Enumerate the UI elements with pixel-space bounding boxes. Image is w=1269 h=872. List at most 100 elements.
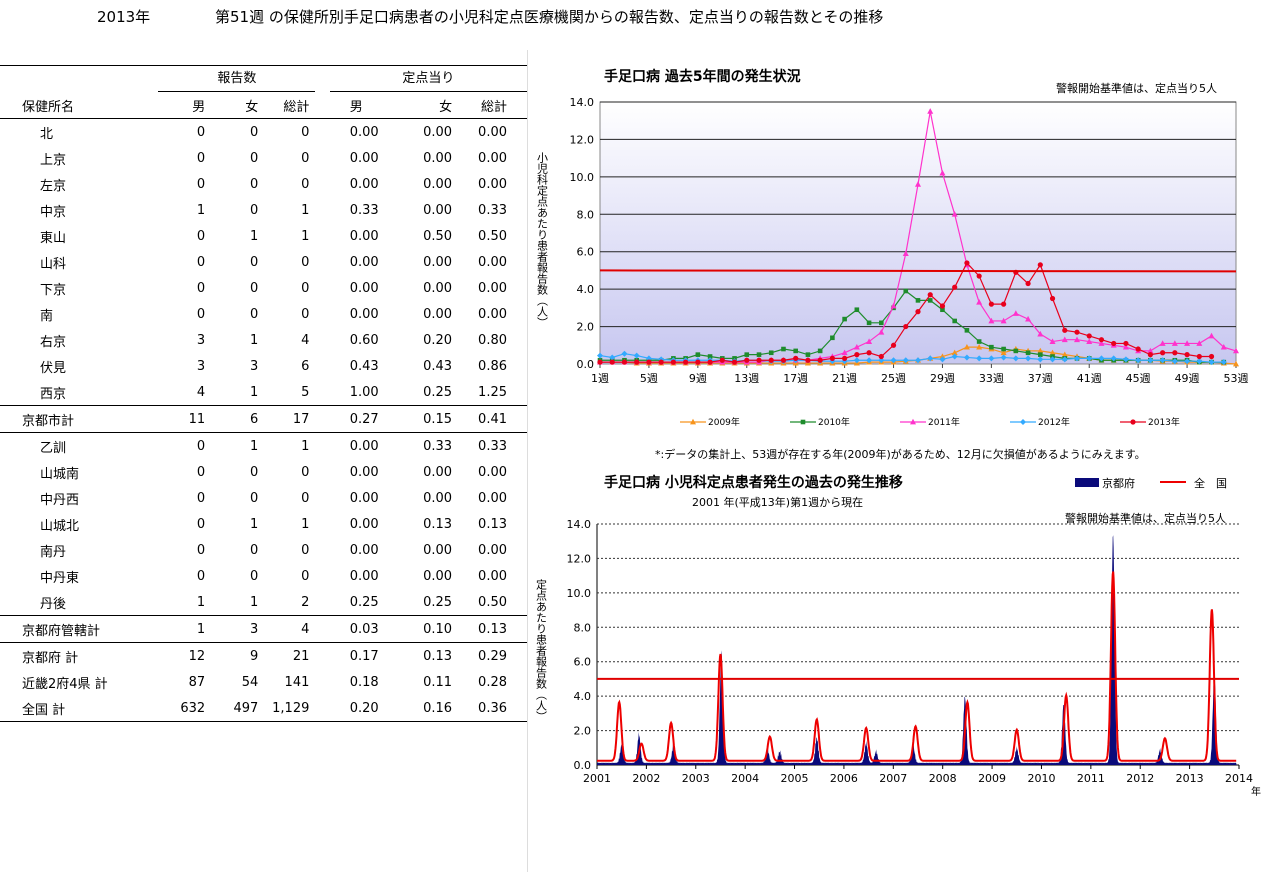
row-female: 1 bbox=[249, 594, 259, 610]
row-male: 11 bbox=[154, 405, 206, 433]
chart1-point bbox=[841, 349, 848, 356]
chart1-point bbox=[1184, 352, 1190, 358]
row-rmale: 0.00 bbox=[349, 228, 379, 244]
chart1-point bbox=[1111, 340, 1117, 347]
chart1-legend-label: 2009年 bbox=[708, 416, 740, 428]
row-rfemale: 0.00 bbox=[423, 568, 453, 584]
row-name: 下京 bbox=[40, 282, 67, 298]
chart1-point bbox=[597, 352, 603, 359]
row-male: 0 bbox=[196, 306, 206, 322]
row-rmale: 0.00 bbox=[349, 150, 379, 166]
chart1-title: 手足口病 過去5年間の発生状況 bbox=[604, 69, 801, 85]
chart2-x-tick: 2004 bbox=[731, 772, 759, 785]
chart1-point bbox=[915, 357, 921, 364]
table-row: 乙訓 0 1 1 0.00 0.33 0.33 bbox=[0, 433, 527, 460]
chart2-svg: 0.0 2.0 4.0 6.0 8.0 10.0 12.0 14.0 2001 2002 2003 2… bbox=[535, 476, 1262, 798]
chart1-point bbox=[866, 350, 872, 356]
row-rtotal: 0.00 bbox=[478, 306, 507, 322]
row-total: 4 bbox=[258, 615, 320, 643]
chart1-legend-label: 2011年 bbox=[928, 416, 960, 428]
row-rmale: 0.43 bbox=[349, 358, 379, 374]
chart1-point bbox=[1001, 301, 1007, 307]
chart1-point bbox=[1135, 346, 1141, 352]
row-rtotal: 0.28 bbox=[478, 674, 507, 690]
row-name: 丹後 bbox=[40, 596, 67, 612]
table-row: 京都市計 11 6 17 0.27 0.15 0.41 bbox=[0, 405, 527, 433]
row-total: 2 bbox=[301, 594, 310, 610]
chart1-point bbox=[1049, 356, 1056, 363]
table-row: 伏見 3 3 6 0.43 0.43 0.86 bbox=[0, 353, 527, 379]
row-rfemale: 0.20 bbox=[423, 332, 453, 348]
row-rmale: 0.18 bbox=[349, 674, 379, 690]
row-rmale: 0.00 bbox=[349, 438, 379, 454]
row-female: 1 bbox=[249, 228, 259, 244]
chart1-point bbox=[1038, 352, 1043, 357]
row-rmale: 1.00 bbox=[349, 384, 379, 400]
chart2-x-tick: 2008 bbox=[929, 772, 957, 785]
row-female: 0 bbox=[249, 280, 259, 296]
row-rtotal: 0.80 bbox=[478, 332, 507, 348]
row-rfemale: 0.11 bbox=[423, 674, 453, 690]
row-rmale: 0.25 bbox=[349, 594, 379, 610]
chart1-x-tick: 33週 bbox=[979, 372, 1004, 385]
chart1-x-tick: 25週 bbox=[881, 372, 906, 385]
row-rmale: 0.00 bbox=[349, 490, 379, 506]
table-row: 丹後 1 1 2 0.25 0.25 0.50 bbox=[0, 589, 527, 616]
row-female: 1 bbox=[249, 516, 259, 532]
col-header-total: 総計 bbox=[258, 92, 320, 119]
chart1-legend-marker bbox=[1020, 419, 1026, 425]
chart1-plot-area bbox=[599, 101, 1237, 365]
chart2-x-tick: 2005 bbox=[781, 772, 809, 785]
chart2-y-tick: 10.0 bbox=[567, 587, 592, 600]
chart2-x-tick: 2003 bbox=[682, 772, 710, 785]
chart1-point bbox=[1171, 358, 1178, 365]
chart1-point bbox=[988, 355, 995, 362]
chart1-point bbox=[878, 353, 884, 360]
chart1-point bbox=[756, 352, 762, 357]
chart1-point bbox=[1025, 280, 1031, 287]
chart1-point bbox=[1147, 357, 1154, 364]
row-female: 3 bbox=[205, 615, 259, 643]
chart1-y-tick: 0.0 bbox=[577, 358, 595, 371]
row-female: 0 bbox=[249, 568, 259, 584]
chart2-x-tick: 2012 bbox=[1126, 772, 1154, 785]
chart1-y-tick: 2.0 bbox=[577, 321, 595, 334]
row-name: 東山 bbox=[40, 230, 67, 246]
chart1-point bbox=[1208, 353, 1215, 360]
chart1-point bbox=[1086, 355, 1093, 362]
chart1-point bbox=[683, 359, 689, 365]
chart1-point bbox=[1037, 356, 1044, 363]
chart1-point bbox=[1074, 336, 1080, 343]
chart1-point bbox=[1135, 357, 1142, 364]
chart1-point bbox=[645, 355, 652, 362]
chart2-y-label: 定点あたり患者報告数（人） bbox=[535, 578, 548, 722]
row-name: 西京 bbox=[40, 386, 67, 402]
chart1-point bbox=[1122, 343, 1129, 350]
chart1-point bbox=[805, 352, 811, 357]
chart2-nation-line bbox=[597, 571, 1237, 762]
row-female: 0 bbox=[249, 124, 259, 140]
row-rfemale: 0.00 bbox=[423, 464, 453, 480]
chart2-x-unit: 年 bbox=[1251, 785, 1261, 798]
table-row: 中丹西 0 0 0 0.00 0.00 0.00 bbox=[0, 485, 527, 511]
row-name: 山科 bbox=[40, 256, 67, 272]
row-female: 54 bbox=[241, 674, 259, 690]
row-total: 0 bbox=[301, 254, 310, 270]
row-rfemale: 0.00 bbox=[423, 490, 453, 506]
table-row: 中京 1 0 1 0.33 0.00 0.33 bbox=[0, 197, 527, 223]
row-female: 9 bbox=[249, 648, 259, 664]
chart1-point bbox=[915, 298, 921, 303]
chart1-point bbox=[756, 357, 762, 363]
chart1-point bbox=[707, 359, 713, 365]
row-total: 6 bbox=[301, 358, 310, 374]
chart1-point bbox=[853, 357, 860, 364]
chart1-svg: 0.0 2.0 4.0 6.0 8.0 10.0 12.0 14.0 1週 5週 9週 13週 17週 2… bbox=[536, 96, 1249, 428]
chart1-point bbox=[939, 303, 946, 309]
chart1-point bbox=[695, 359, 701, 365]
chart1-point bbox=[719, 357, 725, 363]
table-row: 京都府 計 12 9 21 0.17 0.13 0.29 bbox=[0, 643, 527, 670]
row-female: 0 bbox=[249, 490, 259, 506]
row-name: 京都府管轄計 bbox=[0, 615, 155, 643]
row-name: 中京 bbox=[40, 204, 67, 220]
row-rtotal: 0.33 bbox=[478, 202, 507, 218]
